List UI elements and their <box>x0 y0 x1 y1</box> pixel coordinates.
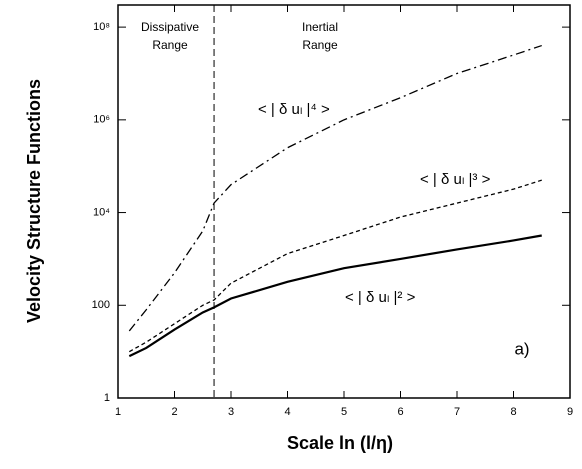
plot-frame <box>117 4 571 399</box>
y-axis-label: Velocity Structure Functions <box>24 79 44 323</box>
y-tick-label: 10⁸ <box>93 21 110 33</box>
y-tick-label: 1 <box>104 392 110 404</box>
x-tick-label: 7 <box>454 406 460 418</box>
series-line <box>128 179 542 353</box>
annotation: a) <box>514 339 529 358</box>
x-tick-label: 3 <box>228 406 234 418</box>
x-tick-label: 4 <box>284 406 290 418</box>
y-tick-label: 100 <box>92 299 110 311</box>
annotation: Range <box>302 38 338 52</box>
annotation: Range <box>152 38 188 52</box>
series-line <box>128 44 542 332</box>
annotation: Dissipative <box>141 20 199 34</box>
x-tick-label: 2 <box>171 406 177 418</box>
series-label: < | δ uₗ |² > <box>345 289 416 306</box>
y-tick-label: 10⁶ <box>93 114 110 126</box>
x-axis-label: Scale ln (l/η) <box>287 433 393 453</box>
annotation: Inertial <box>302 20 338 34</box>
x-tick-label: 9 <box>567 406 573 418</box>
x-tick-label: 8 <box>510 406 516 418</box>
series-label: < | δ uₗ |³ > <box>420 171 491 188</box>
x-tick-label: 5 <box>341 406 347 418</box>
series-label: < | δ uₗ |⁴ > <box>258 101 330 118</box>
x-tick-label: 6 <box>397 406 403 418</box>
y-tick-label: 10⁴ <box>93 206 110 218</box>
series-line <box>128 234 542 358</box>
x-tick-label: 1 <box>115 406 121 418</box>
